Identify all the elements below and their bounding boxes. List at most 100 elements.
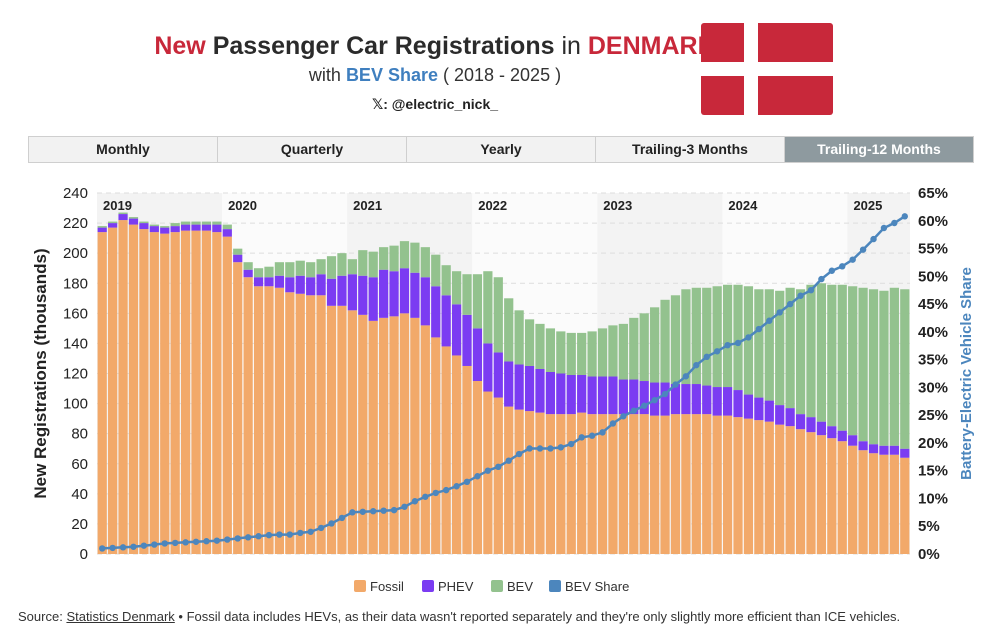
bev-share-point <box>432 489 439 497</box>
tab-trailing-3-months[interactable]: Trailing-3 Months <box>596 137 785 162</box>
bar-bev <box>577 332 587 376</box>
bev-share-point <box>693 361 700 369</box>
bar-fossil <box>337 305 347 554</box>
bar-fossil <box>316 295 326 554</box>
stacked-bar-chart: 0 20 40 60 80 100 120 140 160 180 200 220 240 0% 5% 10%… <box>31 185 975 594</box>
bar-fossil <box>243 277 253 554</box>
bev-share-point <box>255 533 262 540</box>
bar-bev <box>785 287 795 409</box>
y-tick-label: 80 <box>71 426 88 443</box>
tab-quarterly[interactable]: Quarterly <box>218 137 407 162</box>
bar-phev <box>858 441 868 451</box>
bev-share-point <box>161 540 168 547</box>
bar-fossil <box>556 414 566 554</box>
bev-share-point <box>672 381 679 388</box>
bar-fossil <box>191 230 201 554</box>
bar-bev <box>889 287 899 446</box>
bar-fossil <box>858 450 868 554</box>
bev-share-point <box>734 339 742 347</box>
tab-yearly[interactable]: Yearly <box>407 137 596 162</box>
y-tick-label: 20 <box>71 516 88 533</box>
bar-phev <box>118 214 128 221</box>
bar-bev <box>858 287 868 442</box>
bar-fossil <box>629 414 639 554</box>
bev-share-point <box>307 528 314 535</box>
y-tick-label: 200 <box>63 245 88 262</box>
bev-share-point <box>766 317 773 324</box>
bar-fossil <box>368 320 378 554</box>
bar-bev <box>566 332 576 376</box>
bar-fossil <box>212 232 222 554</box>
bar-phev <box>670 384 681 415</box>
tab-monthly[interactable]: Monthly <box>29 137 218 162</box>
subtitle-range: ( 2018 - 2025 ) <box>443 65 562 85</box>
bev-share-point <box>140 542 148 549</box>
bev-share-point <box>495 463 502 471</box>
bev-share-point <box>776 309 783 316</box>
bar-bev <box>827 284 837 427</box>
bar-bev <box>764 289 774 401</box>
bar-bev <box>451 271 462 305</box>
bar-fossil <box>785 426 795 554</box>
bev-share-point <box>276 531 283 538</box>
bar-phev <box>889 445 899 455</box>
bar-phev <box>410 272 420 318</box>
bar-phev <box>451 304 462 356</box>
bar-phev <box>420 277 430 326</box>
bar-bev <box>587 331 597 377</box>
bar-bev <box>358 250 368 276</box>
bar-bev <box>900 289 910 449</box>
bar-bev <box>795 289 806 415</box>
y2-tick-label: 35% <box>918 352 948 369</box>
bar-phev <box>201 224 212 231</box>
bev-share-point <box>651 396 658 404</box>
bev-share-point <box>547 445 554 452</box>
bar-phev <box>483 343 493 392</box>
source-link[interactable]: Statistics Denmark <box>66 609 175 624</box>
bar-fossil <box>451 355 462 554</box>
bev-share-point <box>818 275 825 283</box>
bar-bev <box>545 328 556 372</box>
y-tick-label: 40 <box>71 486 88 503</box>
bar-phev <box>472 328 483 382</box>
bar-bev <box>295 260 305 276</box>
bar-fossil <box>889 454 899 554</box>
bar-phev <box>660 382 670 416</box>
bev-share-point <box>557 444 565 451</box>
bar-fossil <box>587 414 597 554</box>
bar-bev <box>681 289 691 385</box>
bev-share-point <box>224 536 231 543</box>
bar-fossil <box>775 424 785 554</box>
bar-fossil <box>712 415 722 554</box>
tab-trailing-12-months[interactable]: Trailing-12 Months <box>785 137 973 162</box>
bev-share-point <box>724 341 731 349</box>
bar-fossil <box>253 286 264 554</box>
bar-phev <box>618 379 628 415</box>
bar-phev <box>379 269 389 318</box>
y-tick-label: 180 <box>63 275 88 292</box>
source-text: • Fossil data includes HEVs, as their da… <box>174 609 901 624</box>
bar-phev <box>191 224 201 231</box>
bar-fossil <box>597 414 608 554</box>
bar-fossil <box>691 414 701 554</box>
bar-phev <box>326 278 337 306</box>
bar-bev <box>118 212 128 215</box>
bar-fossil <box>514 409 524 554</box>
bar-phev <box>295 275 305 294</box>
bar-bev <box>201 221 212 225</box>
bar-fossil <box>347 310 357 554</box>
bar-phev <box>316 274 326 296</box>
bar-fossil <box>201 230 212 554</box>
bar-bev <box>149 224 159 227</box>
y2-tick-label: 55% <box>918 241 948 258</box>
bar-fossil <box>900 457 910 554</box>
bar-fossil <box>545 414 556 554</box>
y2-tick-label: 65% <box>918 185 948 202</box>
bar-bev <box>337 253 347 276</box>
bev-share-point <box>839 263 846 270</box>
bar-fossil <box>462 365 472 554</box>
bar-bev <box>274 262 285 276</box>
bev-share-point <box>234 535 241 542</box>
bar-fossil <box>608 414 618 554</box>
bar-fossil <box>650 415 660 554</box>
